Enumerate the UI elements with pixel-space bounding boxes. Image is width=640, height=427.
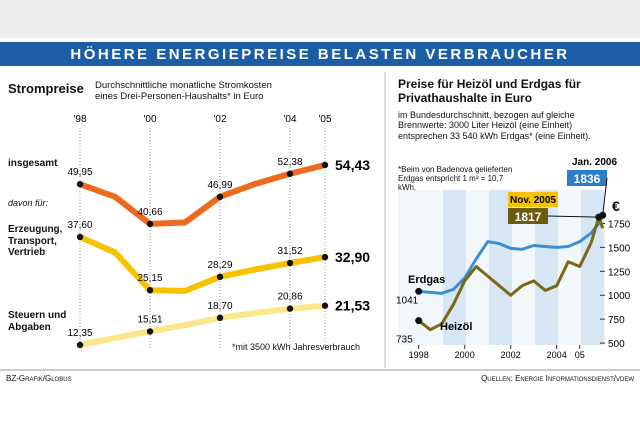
value-box xyxy=(567,170,607,186)
right-subtitle: im Bundesdurchschnitt, bezogen auf gleic… xyxy=(398,110,591,141)
y-tick-label: 500 xyxy=(608,339,625,350)
annotation: Jan. 2006 xyxy=(572,157,617,168)
x-tick-label: 2004 xyxy=(547,350,567,360)
right-title: Preise für Heizöl und Erdgas für Privath… xyxy=(398,77,581,105)
point xyxy=(415,287,423,295)
value-label: 54,43 xyxy=(335,157,370,173)
value-label: 735 xyxy=(396,335,413,346)
y-tick-label: 1500 xyxy=(608,243,631,254)
y-unit: € xyxy=(612,198,620,214)
point xyxy=(76,341,84,349)
banner xyxy=(0,42,640,66)
value-label: 18,70 xyxy=(207,301,232,312)
year-band xyxy=(581,190,604,345)
value-label: 31,52 xyxy=(277,246,302,257)
value-label: 15,51 xyxy=(137,314,162,325)
x-tick-label: '02 xyxy=(213,114,226,125)
value-label: 37,60 xyxy=(67,220,92,231)
value-label: 1817 xyxy=(515,210,542,224)
series-line xyxy=(77,162,328,227)
y-tick-label: 750 xyxy=(608,315,625,326)
series-line xyxy=(77,233,328,294)
point xyxy=(286,259,294,267)
series-label: Heizöl xyxy=(440,321,472,333)
point xyxy=(286,305,294,312)
value-label: 1041 xyxy=(396,295,419,306)
value-label: 21,53 xyxy=(335,298,370,314)
value-label: 25,15 xyxy=(137,273,162,284)
series-label: Erdgas xyxy=(408,274,445,286)
footer-credit: BZ-Grafik/Globus xyxy=(6,374,72,383)
leader xyxy=(547,215,599,218)
value-label: 32,90 xyxy=(335,249,370,265)
left-subtitle: Durchschnittliche monatliche Stromkosten… xyxy=(95,80,272,102)
point xyxy=(321,161,329,169)
value-label: 12,35 xyxy=(67,328,92,339)
background-strip xyxy=(0,0,640,38)
value-label: 49,95 xyxy=(67,167,92,178)
value-label: 52,38 xyxy=(277,157,302,168)
x-tick-label: 2002 xyxy=(501,350,521,360)
point xyxy=(216,273,224,281)
point xyxy=(146,287,154,294)
y-tick-label: 1000 xyxy=(608,291,631,302)
annotation-box xyxy=(508,192,558,207)
value-label: 40,66 xyxy=(137,207,162,218)
x-tick-label: 05 xyxy=(575,350,585,360)
series-line xyxy=(418,214,605,295)
x-tick-label: '00 xyxy=(143,114,156,125)
right-note: *Beim von Badenova gelieferten Erdgas en… xyxy=(398,165,513,193)
value-box xyxy=(508,208,548,224)
point xyxy=(321,302,329,309)
x-tick-label: '98 xyxy=(73,114,86,125)
banner-title: HÖHERE ENERGIEPREISE BELASTEN VERBRAUCHE… xyxy=(70,46,569,63)
point xyxy=(76,180,84,188)
x-tick-label: 2000 xyxy=(455,350,475,360)
point xyxy=(146,328,154,335)
x-tick-label: 1998 xyxy=(409,350,429,360)
year-band xyxy=(535,190,558,345)
left-note: *mit 3500 kWh Jahresverbrauch xyxy=(232,342,361,352)
x-tick-label: '05 xyxy=(318,114,331,125)
series-line xyxy=(77,302,328,348)
point xyxy=(216,314,224,322)
point xyxy=(146,220,154,228)
series-label: Erzeugung, Transport, Vertrieb xyxy=(8,224,63,258)
value-label: 28,29 xyxy=(207,260,232,271)
point xyxy=(321,253,329,261)
value-label: 20,86 xyxy=(277,292,302,303)
point xyxy=(415,317,423,325)
group-label: davon für: xyxy=(8,198,49,208)
leader xyxy=(602,177,608,216)
series-line xyxy=(417,215,605,332)
annotation: Nov. 2005 xyxy=(510,195,556,206)
value-label: 1836 xyxy=(574,172,601,186)
value-label: 46,99 xyxy=(207,180,232,191)
x-tick-label: '04 xyxy=(283,114,296,125)
year-band xyxy=(443,190,466,345)
series-label: insgesamt xyxy=(8,158,58,169)
left-title: Strompreise xyxy=(8,81,84,96)
footer-source: Quellen: Energie Informationsdienst/vdew xyxy=(481,374,634,383)
point xyxy=(286,170,294,177)
point xyxy=(216,193,224,201)
series-label: Steuern und Abgaben xyxy=(8,310,67,333)
y-tick-label: 1750 xyxy=(608,219,631,230)
year-band xyxy=(489,190,512,345)
point xyxy=(76,233,84,241)
y-tick-label: 1250 xyxy=(608,267,631,278)
